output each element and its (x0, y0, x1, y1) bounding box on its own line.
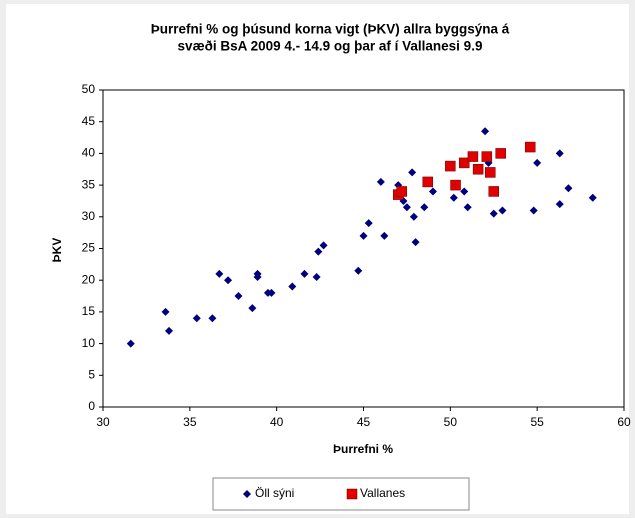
point (376, 177, 385, 186)
point (234, 292, 243, 301)
y-axis-label: ÞKV (50, 238, 64, 263)
point (364, 219, 373, 228)
point (458, 157, 470, 169)
point (288, 282, 297, 291)
legend-marker (243, 490, 251, 498)
x-tick-label: 55 (530, 415, 544, 429)
chart-title: Þurrefni % og þúsund korna vigt (ÞKV) al… (151, 22, 510, 37)
x-tick-label: 30 (96, 415, 110, 429)
chart-area (6, 4, 629, 514)
point (396, 186, 407, 197)
point (380, 231, 389, 240)
point (463, 203, 472, 212)
point (467, 151, 479, 162)
point (495, 148, 506, 159)
point (428, 187, 437, 196)
point (192, 314, 201, 323)
point (402, 203, 411, 212)
point (215, 269, 224, 278)
point (524, 141, 536, 153)
point (481, 127, 490, 136)
legend-marker (346, 488, 358, 500)
point (445, 160, 456, 172)
point (300, 269, 309, 278)
chart-title: svæði BsA 2009 4.- 14.9 og þar af í Vall… (178, 39, 483, 54)
x-tick-label: 50 (444, 415, 458, 429)
point (555, 200, 564, 209)
y-tick-label: 5 (88, 367, 95, 381)
legend (212, 477, 470, 511)
point (161, 307, 170, 316)
point (314, 247, 323, 256)
point (164, 326, 173, 335)
point (354, 266, 363, 275)
point (472, 164, 484, 175)
point (489, 209, 498, 218)
point (248, 304, 257, 313)
y-tick-label: 25 (82, 241, 96, 255)
y-tick-label: 45 (82, 114, 96, 128)
point (408, 168, 417, 177)
point (488, 186, 499, 197)
point (253, 273, 262, 282)
y-tick-label: 30 (82, 209, 96, 223)
point (449, 193, 458, 202)
y-tick-label: 50 (82, 82, 96, 96)
point (312, 273, 321, 282)
point (420, 203, 429, 212)
point (533, 158, 542, 167)
y-tick-label: 35 (82, 177, 96, 191)
point (224, 276, 233, 285)
y-tick-label: 20 (82, 272, 96, 286)
y-tick-label: 10 (82, 336, 96, 350)
point (529, 206, 538, 215)
point (481, 151, 493, 162)
point (208, 314, 217, 323)
point (422, 176, 434, 188)
x-tick-label: 60 (617, 415, 631, 429)
point (485, 167, 496, 178)
point (450, 179, 461, 191)
point (588, 193, 597, 202)
x-tick-label: 40 (270, 415, 284, 429)
legend-label: Vallanes (360, 486, 405, 500)
x-axis-label: Þurrefni % (333, 442, 393, 456)
point (359, 231, 368, 240)
point (460, 187, 469, 196)
y-tick-label: 40 (82, 146, 96, 160)
point (409, 212, 418, 221)
point (126, 339, 135, 348)
point (564, 184, 573, 193)
legend-label: Öll sýni (255, 486, 294, 500)
x-tick-label: 45 (357, 415, 371, 429)
y-tick-label: 15 (82, 304, 96, 318)
y-tick-label: 0 (88, 399, 95, 413)
point (555, 149, 564, 158)
point (319, 241, 328, 250)
point (267, 288, 276, 297)
point (498, 206, 507, 215)
point (411, 238, 420, 247)
x-tick-label: 35 (183, 415, 197, 429)
